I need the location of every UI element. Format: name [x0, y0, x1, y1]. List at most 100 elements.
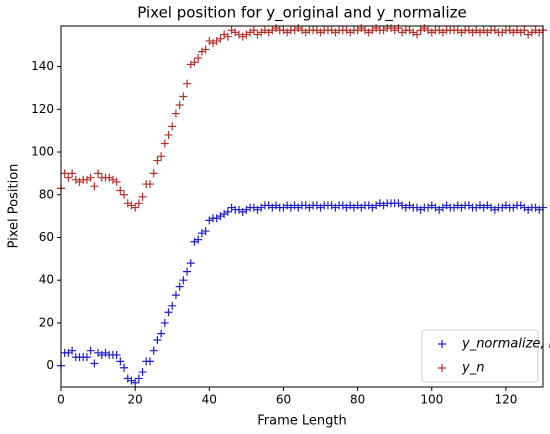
marker — [171, 291, 180, 300]
x-tick-label: 0 — [57, 393, 65, 407]
marker — [312, 26, 321, 35]
marker — [475, 28, 484, 37]
marker — [123, 199, 132, 208]
marker — [68, 346, 77, 355]
marker — [160, 318, 169, 327]
marker — [490, 205, 499, 214]
marker — [168, 122, 177, 131]
marker — [424, 26, 433, 35]
marker — [346, 201, 355, 210]
marker — [197, 47, 206, 56]
marker — [75, 177, 84, 186]
marker — [60, 169, 69, 178]
marker — [205, 216, 214, 225]
marker — [246, 28, 255, 37]
marker — [164, 130, 173, 139]
marker — [464, 201, 473, 210]
marker — [420, 24, 429, 33]
marker — [435, 205, 444, 214]
marker — [294, 203, 303, 212]
marker — [379, 26, 388, 35]
marker — [197, 229, 206, 238]
marker — [268, 26, 277, 35]
marker — [71, 175, 80, 184]
y-axis-label: Pixel Position — [7, 164, 22, 249]
marker — [357, 203, 366, 212]
marker — [249, 26, 258, 35]
marker — [475, 201, 484, 210]
x-tick-label: 80 — [350, 393, 365, 407]
marker — [472, 26, 481, 35]
x-tick-label: 120 — [494, 393, 517, 407]
marker — [90, 359, 99, 368]
marker — [527, 28, 536, 37]
marker — [264, 28, 273, 37]
marker — [286, 203, 295, 212]
marker — [242, 30, 251, 39]
marker — [127, 376, 136, 385]
marker — [457, 28, 466, 37]
marker — [531, 26, 540, 35]
marker — [364, 28, 373, 37]
y-tick-label: 60 — [39, 230, 54, 244]
marker — [483, 28, 492, 37]
marker — [450, 203, 459, 212]
marker — [298, 26, 306, 35]
plot-frame — [60, 25, 544, 388]
marker — [372, 24, 381, 33]
marker — [149, 169, 158, 178]
marker — [516, 201, 525, 210]
marker — [168, 301, 177, 310]
marker — [257, 203, 266, 212]
marker — [160, 139, 169, 148]
marker — [338, 201, 347, 210]
marker — [260, 26, 269, 35]
marker — [171, 109, 180, 118]
marker — [372, 201, 381, 210]
chart-title: Pixel position for y_original and y_norm… — [137, 4, 466, 23]
marker — [368, 203, 377, 212]
marker — [153, 156, 162, 165]
marker — [535, 205, 544, 214]
marker — [427, 201, 436, 210]
marker — [212, 214, 221, 223]
marker — [134, 374, 143, 383]
marker — [424, 203, 433, 212]
marker — [234, 205, 243, 214]
marker — [212, 36, 221, 45]
marker — [357, 24, 366, 33]
marker — [346, 28, 355, 37]
marker — [234, 30, 243, 39]
marker — [327, 26, 336, 35]
marker — [205, 36, 214, 45]
marker — [453, 201, 462, 210]
marker — [253, 30, 262, 39]
marker — [194, 54, 203, 63]
marker — [290, 201, 299, 210]
marker — [375, 199, 384, 208]
marker — [516, 28, 525, 37]
marker — [520, 203, 529, 212]
marker — [131, 378, 140, 387]
marker — [175, 282, 184, 291]
marker — [342, 203, 351, 212]
marker — [327, 201, 336, 210]
marker — [86, 173, 95, 182]
y-tick-label: 140 — [31, 59, 54, 73]
marker — [164, 308, 173, 317]
marker — [257, 28, 266, 37]
marker — [238, 207, 247, 216]
marker — [427, 28, 436, 37]
marker — [505, 26, 514, 35]
marker — [290, 26, 299, 35]
marker — [101, 348, 110, 357]
marker — [223, 32, 232, 41]
marker — [401, 203, 410, 212]
marker — [138, 368, 147, 377]
marker — [149, 346, 158, 355]
marker — [379, 201, 388, 210]
marker — [305, 203, 314, 212]
marker — [368, 26, 377, 35]
marker — [175, 101, 184, 110]
